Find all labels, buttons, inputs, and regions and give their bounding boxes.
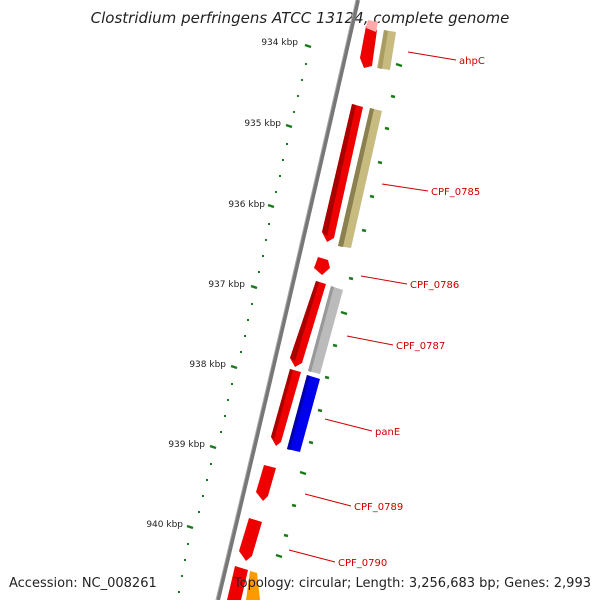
tick-label-936: 936 kbp [228,200,265,210]
major-tick-935 [285,123,293,129]
minor-ticks [178,63,307,593]
tick-label-934: 934 kbp [261,38,298,48]
accession-text: Accession: NC_008261 [9,576,157,591]
gene-CPF_0786-arrow[interactable] [314,257,330,275]
gene-feature-pink[interactable] [366,20,378,32]
topology-text: Topology: circular; Length: 3,256,683 bp… [233,576,591,591]
gene-CPF_0789-arrow[interactable] [256,465,276,501]
gene-partial-arrow[interactable] [227,566,248,600]
gene-label-CPF_0785[interactable]: CPF_0785 [431,187,480,198]
gene-ahpC-arrow[interactable] [360,26,377,68]
gene-label-ahpC[interactable]: ahpC [459,56,485,67]
gene-features [227,20,396,600]
gene-CPF_0790-arrow[interactable] [239,518,262,561]
genome-backbone-highlight [215,0,357,600]
tick-label-935: 935 kbp [244,119,281,129]
gene-label-CPF_0787[interactable]: CPF_0787 [396,341,445,352]
gene-CPF_0787-feature[interactable] [308,286,343,374]
major-tick-937 [250,284,258,290]
map-title: Clostridium perfringens ATCC 13124, comp… [91,9,510,27]
gene-label-panE[interactable]: panE [375,427,400,438]
major-tick-938 [230,364,238,370]
gene-panE-arrow[interactable] [271,369,301,446]
tick-label-939: 939 kbp [168,440,205,450]
genome-backbone [216,0,360,600]
tick-label-938: 938 kbp [189,360,226,370]
label-leaders [288,51,457,563]
gene-label-CPF_0790[interactable]: CPF_0790 [338,558,387,569]
major-tick-940 [186,524,194,530]
major-tick-934 [304,43,312,49]
major-tick-936 [267,203,275,209]
feature-track-ticks [275,62,403,559]
tick-label-937: 937 kbp [208,280,245,290]
major-tick-939 [209,444,217,450]
gene-partial-orange[interactable] [246,571,260,600]
gene-label-CPF_0786[interactable]: CPF_0786 [410,280,459,291]
gene-panE-feature[interactable] [287,375,320,452]
scale-ticks [178,43,312,593]
tick-label-940: 940 kbp [146,520,183,530]
gene-label-CPF_0789[interactable]: CPF_0789 [354,502,403,513]
